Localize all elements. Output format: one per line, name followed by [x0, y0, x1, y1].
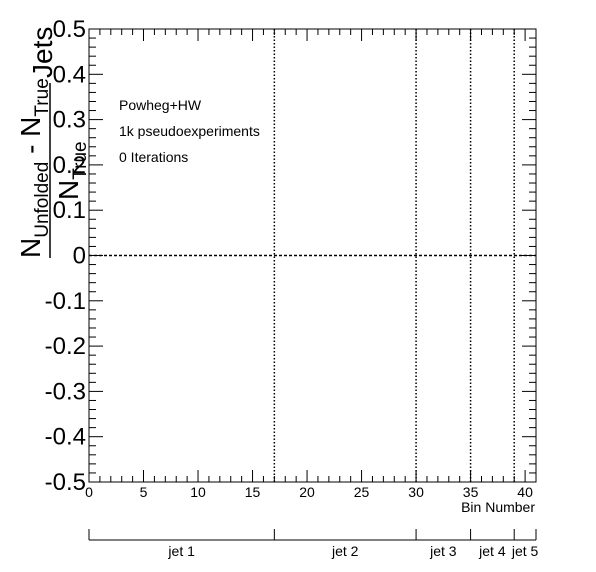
y-tick-label: -0.2 [45, 333, 86, 360]
ylabel-num-minus: - N [15, 117, 46, 162]
ylabel-num-main: N [15, 238, 46, 258]
x-tick-label: 20 [299, 484, 315, 500]
y-tick-label: 0.4 [53, 61, 86, 88]
annotation-iterations: 0 Iterations [119, 149, 188, 165]
ylabel-num-sub1: Unfolded [32, 162, 53, 238]
y-tick-label: -0.1 [45, 288, 86, 315]
y-tick-label: 0.3 [53, 107, 86, 134]
x-tick-label: 15 [245, 484, 261, 500]
annotation-pseudoexperiments: 1k pseudoexperiments [119, 123, 260, 139]
y-tick-label: 0.2 [53, 152, 86, 179]
y-tick-label: -0.4 [45, 424, 86, 451]
x-tick-label: 35 [463, 484, 479, 500]
jet-group-label: jet 2 [331, 543, 359, 559]
x-axis: 0 5 10 15 20 25 30 35 40 [85, 29, 537, 500]
y-axis: -0.5 -0.4 -0.3 -0.2 -0.1 0 0.1 0.2 0.3 0.4 0.5 [45, 16, 536, 496]
jet-group-label: jet 3 [429, 543, 457, 559]
ylabel-den-main: N [53, 180, 84, 200]
y-tick-label: 0.5 [53, 16, 86, 43]
jet-group-label: jet 1 [167, 543, 195, 559]
annotation-generator: Powheg+HW [119, 97, 202, 113]
x-tick-label: 5 [140, 484, 148, 500]
y-tick-label: -0.5 [45, 469, 86, 496]
ylabel-den-sub: True [70, 141, 91, 179]
y-tick-label: 0.1 [53, 197, 86, 224]
ylabel-num-sub2: True [32, 78, 53, 116]
svg-text:NTrue: NTrue [53, 141, 91, 200]
y-axis-label: NUnfolded - NTrue NTrue Jets [15, 27, 91, 258]
x-axis-label: Bin Number [461, 499, 535, 515]
x-tick-label: 40 [517, 484, 533, 500]
x-tick-label: 0 [85, 484, 93, 500]
svg-text:NUnfolded - NTrue: NUnfolded - NTrue [15, 78, 53, 258]
x-tick-label: 25 [354, 484, 370, 500]
x-tick-label: 30 [408, 484, 424, 500]
jet-group-label: jet 5 [511, 543, 539, 559]
ylabel-suffix: Jets [27, 27, 58, 78]
x-tick-label: 10 [190, 484, 206, 500]
jet-group-axis: jet 1 jet 2 jet 3 jet 4 jet 5 [88, 529, 539, 559]
y-tick-label: -0.3 [45, 378, 86, 405]
jet-group-label: jet 4 [478, 543, 506, 559]
y-tick-label: 0 [73, 243, 86, 270]
